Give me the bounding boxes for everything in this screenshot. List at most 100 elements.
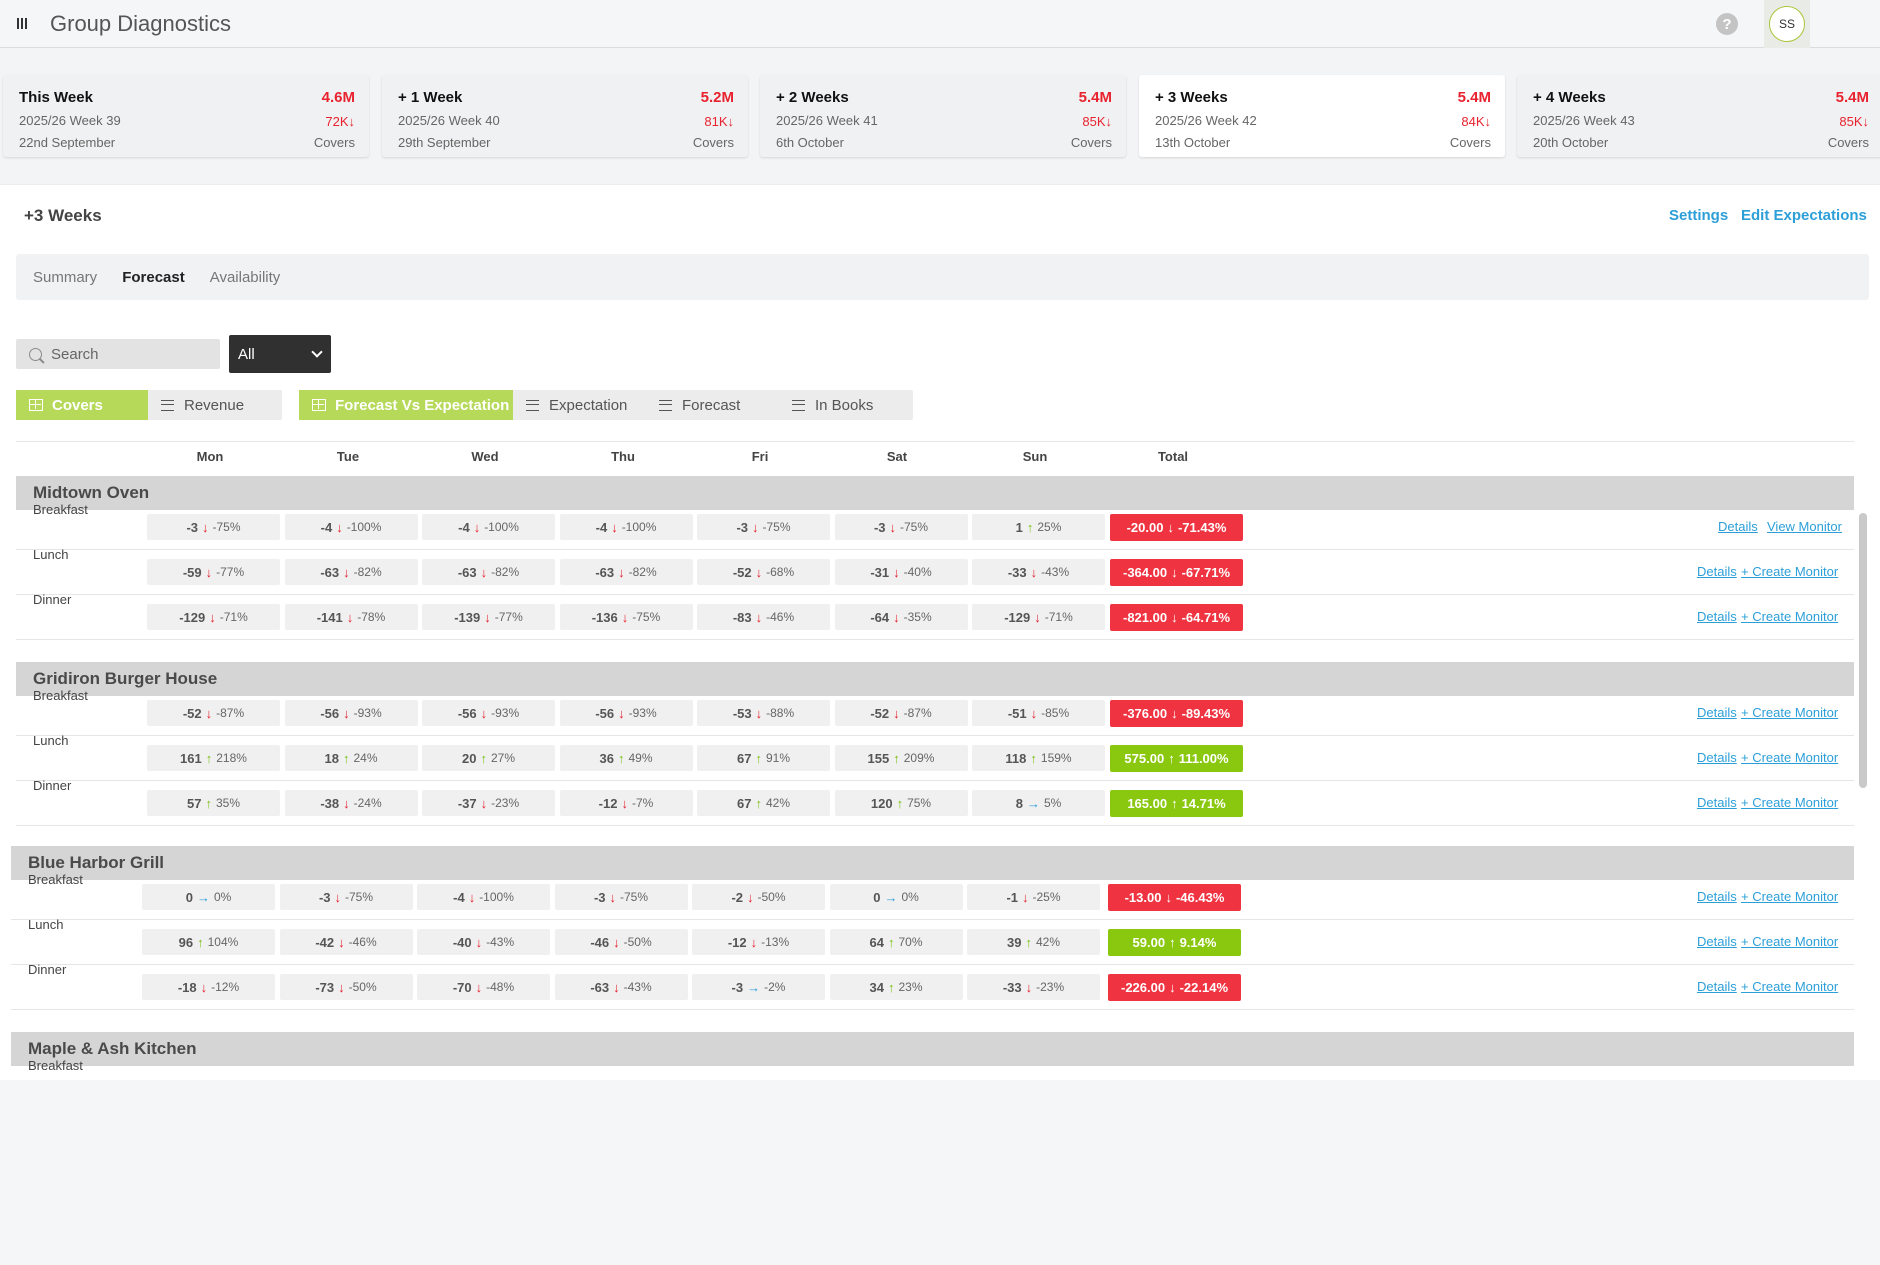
details-link[interactable]: Details xyxy=(1697,705,1737,720)
arrow-down-icon: ↓ xyxy=(200,979,208,995)
create-monitor-link[interactable]: + Create Monitor xyxy=(1741,979,1839,994)
tab-availability[interactable]: Availability xyxy=(209,268,281,286)
arrow-down-icon: ↓ xyxy=(202,519,209,535)
cell-percent: -75% xyxy=(762,520,791,534)
create-monitor-link[interactable]: + Create Monitor xyxy=(1741,564,1839,579)
edit-expectations-link[interactable]: Edit Expectations xyxy=(1741,207,1867,224)
details-link[interactable]: Details xyxy=(1697,795,1737,810)
arrow-down-icon: ↓ xyxy=(468,889,476,905)
tab-forecast[interactable]: Forecast xyxy=(122,268,185,286)
arrow-down-icon: ↓ xyxy=(343,795,350,811)
arrow-up-icon: ↑ xyxy=(1026,519,1034,535)
cell-value: -63 xyxy=(457,564,477,580)
menu-button[interactable] xyxy=(0,0,44,48)
forecast-cell: -37 ↓ -23% xyxy=(422,790,555,816)
create-monitor-link[interactable]: + Create Monitor xyxy=(1741,889,1839,904)
create-monitor-link[interactable]: + Create Monitor xyxy=(1741,795,1839,810)
filter-select[interactable]: All xyxy=(229,335,331,373)
details-link[interactable]: Details xyxy=(1697,750,1737,765)
cell-percent: -85% xyxy=(1041,706,1070,720)
view-monitor-link[interactable]: View Monitor xyxy=(1767,519,1842,534)
week-card[interactable]: This Week 4.6M 2025/26 Week 39 22nd Septemb… xyxy=(3,75,369,157)
forecast-cell: -3 ↓ -75% xyxy=(147,514,280,540)
details-link[interactable]: Details xyxy=(1697,979,1737,994)
cell-percent: -35% xyxy=(903,610,932,624)
toggle-forecast[interactable]: Forecast xyxy=(646,390,779,420)
scroll-thumb[interactable] xyxy=(1859,513,1867,788)
tab-summary[interactable]: Summary xyxy=(33,268,98,286)
list-icon xyxy=(792,399,805,411)
app-title: Group Diagnostics xyxy=(50,10,231,36)
arrow-down-icon: ↓ xyxy=(613,934,620,950)
cell-percent: 23% xyxy=(898,980,923,994)
arrow-up-icon: ↑ xyxy=(896,795,904,811)
user-menu[interactable]: SS xyxy=(1764,0,1810,48)
arrow-down-icon: ↓ xyxy=(1169,980,1176,995)
toggle-forecast-vs-expectation[interactable]: Forecast Vs Expectation xyxy=(299,390,513,420)
cell-percent: -75% xyxy=(900,520,929,534)
cell-value: -4 xyxy=(595,519,608,535)
help-icon[interactable]: ? xyxy=(1716,13,1738,35)
scrollbar[interactable] xyxy=(1857,513,1867,1265)
cell-percent: -46% xyxy=(348,935,377,949)
cell-percent: -2% xyxy=(764,980,786,994)
cell-percent: -25% xyxy=(1032,890,1061,904)
create-monitor-link[interactable]: + Create Monitor xyxy=(1741,934,1839,949)
cell-value: -52 xyxy=(870,705,890,721)
create-monitor-link[interactable]: + Create Monitor xyxy=(1741,705,1839,720)
forecast-cell: -2 ↓ -50% xyxy=(692,884,825,910)
settings-link[interactable]: Settings xyxy=(1669,207,1729,224)
details-link[interactable]: Details xyxy=(1718,519,1758,534)
forecast-cell: -1 ↓ -25% xyxy=(967,884,1100,910)
week-card-total: 5.4M xyxy=(1457,89,1491,106)
toggle-covers[interactable]: Covers xyxy=(16,390,148,420)
toggle-revenue[interactable]: Revenue xyxy=(148,390,282,420)
arrow-down-icon: ↓ xyxy=(755,564,763,580)
details-link[interactable]: Details xyxy=(1697,889,1737,904)
week-card-title: + 4 Weeks xyxy=(1533,89,1606,106)
arrow-down-icon: ↓ xyxy=(334,889,342,905)
week-card-total: 4.6M xyxy=(321,89,355,106)
arrow-down-icon: ↓ xyxy=(1484,114,1492,129)
toggle-expectation[interactable]: Expectation xyxy=(513,390,646,420)
search-input[interactable] xyxy=(51,345,201,363)
arrow-down-icon: ↓ xyxy=(1171,706,1178,721)
search-box[interactable] xyxy=(16,339,220,369)
arrow-down-icon: ↓ xyxy=(755,705,763,721)
total-percent: -64.71% xyxy=(1181,610,1230,625)
week-card[interactable]: + 1 Week 5.2M 2025/26 Week 40 29th Septembe… xyxy=(382,75,748,157)
grid-icon xyxy=(29,399,43,411)
week-card[interactable]: + 2 Weeks 5.4M 2025/26 Week 41 6th October 8… xyxy=(760,75,1126,157)
forecast-cell: -59 ↓ -77% xyxy=(147,559,280,585)
cell-percent: -82% xyxy=(491,565,520,579)
week-card[interactable]: + 4 Weeks 5.4M 2025/26 Week 43 20th October… xyxy=(1517,75,1880,157)
details-link[interactable]: Details xyxy=(1697,609,1737,624)
avatar[interactable]: SS xyxy=(1769,6,1805,42)
forecast-cell: -64 ↓ -35% xyxy=(834,604,968,630)
details-link[interactable]: Details xyxy=(1697,564,1737,579)
week-card-covers-label: Covers xyxy=(1070,135,1112,150)
arrow-up-icon: ↑ xyxy=(617,750,625,766)
create-monitor-link[interactable]: + Create Monitor xyxy=(1741,750,1839,765)
cell-percent: 70% xyxy=(898,935,923,949)
create-monitor-link[interactable]: + Create Monitor xyxy=(1741,609,1839,624)
toggle-in-books[interactable]: In Books xyxy=(779,390,913,420)
cell-percent: 27% xyxy=(490,751,515,765)
cell-value: -12 xyxy=(598,795,618,811)
arrow-down-icon: ↓ xyxy=(755,609,763,625)
forecast-cell: -3 ↓ -75% xyxy=(834,514,968,540)
cell-value: 18 xyxy=(324,750,339,766)
week-card[interactable]: + 3 Weeks 5.4M 2025/26 Week 42 13th October… xyxy=(1139,75,1505,157)
cell-value: -70 xyxy=(452,979,472,995)
week-card-date: 20th October xyxy=(1533,135,1609,150)
cell-percent: -77% xyxy=(216,565,245,579)
arrow-down-icon: ↓ xyxy=(338,934,345,950)
week-card-week: 2025/26 Week 39 xyxy=(19,113,121,128)
row-divider xyxy=(16,549,1854,550)
forecast-cell: -18 ↓ -12% xyxy=(142,974,275,1000)
details-link[interactable]: Details xyxy=(1697,934,1737,949)
cell-value: 67 xyxy=(737,750,752,766)
meal-label: Breakfast xyxy=(33,688,88,703)
week-card-covers-value: 72K xyxy=(325,114,349,129)
cell-value: -3 xyxy=(593,889,606,905)
